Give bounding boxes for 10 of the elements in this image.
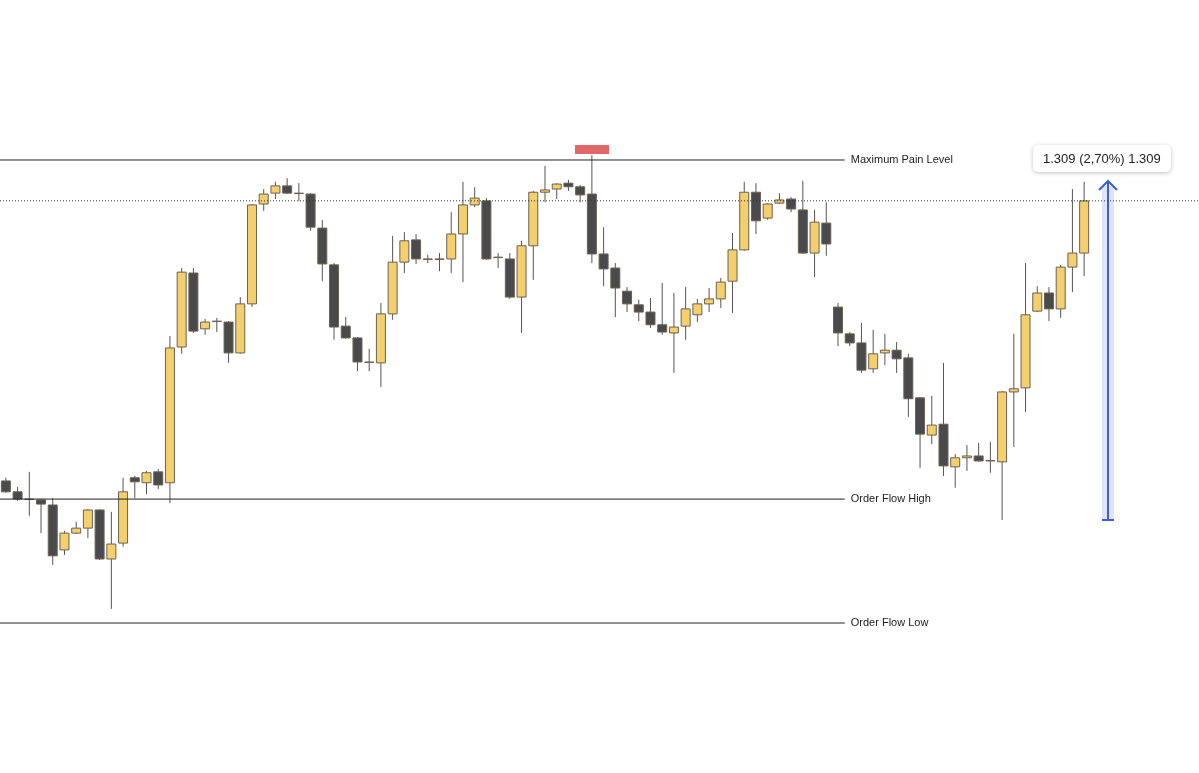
candlestick bbox=[36, 499, 47, 534]
ref-line-label: Order Flow Low bbox=[850, 616, 929, 628]
candlestick bbox=[540, 165, 550, 203]
candlestick bbox=[1032, 285, 1043, 313]
candlestick bbox=[1043, 286, 1054, 322]
ref-line-label: Maximum Pain Level bbox=[850, 152, 953, 165]
ref-line-label: Order Flow High bbox=[850, 492, 931, 505]
candlestick bbox=[961, 444, 972, 472]
annotation: 1.309 (2,70%) 1.309 bbox=[1033, 145, 1171, 172]
candlestick bbox=[622, 286, 633, 313]
